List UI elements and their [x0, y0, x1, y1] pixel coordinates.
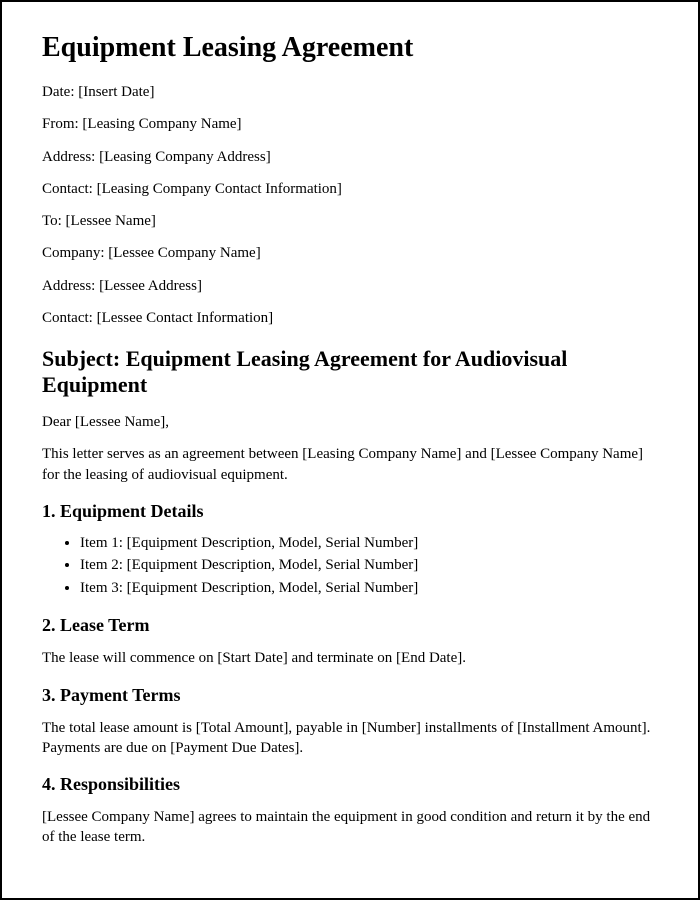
field-from-address: Address: [Leasing Company Address] — [42, 147, 658, 167]
field-to: To: [Lessee Name] — [42, 211, 658, 231]
section-4-body: [Lessee Company Name] agrees to maintain… — [42, 807, 658, 848]
list-item: Item 1: [Equipment Description, Model, S… — [80, 532, 658, 555]
list-item: Item 2: [Equipment Description, Model, S… — [80, 554, 658, 577]
field-to-contact: Contact: [Lessee Contact Information] — [42, 308, 658, 328]
section-3-heading: 3. Payment Terms — [42, 685, 658, 706]
section-4-heading: 4. Responsibilities — [42, 774, 658, 795]
document-page: Equipment Leasing Agreement Date: [Inser… — [0, 0, 700, 900]
field-company: Company: [Lessee Company Name] — [42, 243, 658, 263]
field-date: Date: [Insert Date] — [42, 82, 658, 102]
section-3-body: The total lease amount is [Total Amount]… — [42, 718, 658, 759]
field-from-contact: Contact: [Leasing Company Contact Inform… — [42, 179, 658, 199]
salutation: Dear [Lessee Name], — [42, 412, 658, 432]
field-from: From: [Leasing Company Name] — [42, 114, 658, 134]
section-2-body: The lease will commence on [Start Date] … — [42, 648, 658, 668]
section-1-heading: 1. Equipment Details — [42, 501, 658, 522]
subject-line: Subject: Equipment Leasing Agreement for… — [42, 346, 658, 398]
field-to-address: Address: [Lessee Address] — [42, 276, 658, 296]
section-2-heading: 2. Lease Term — [42, 615, 658, 636]
list-item: Item 3: [Equipment Description, Model, S… — [80, 577, 658, 600]
document-title: Equipment Leasing Agreement — [42, 32, 658, 64]
equipment-list: Item 1: [Equipment Description, Model, S… — [42, 532, 658, 600]
intro-paragraph: This letter serves as an agreement betwe… — [42, 444, 658, 485]
